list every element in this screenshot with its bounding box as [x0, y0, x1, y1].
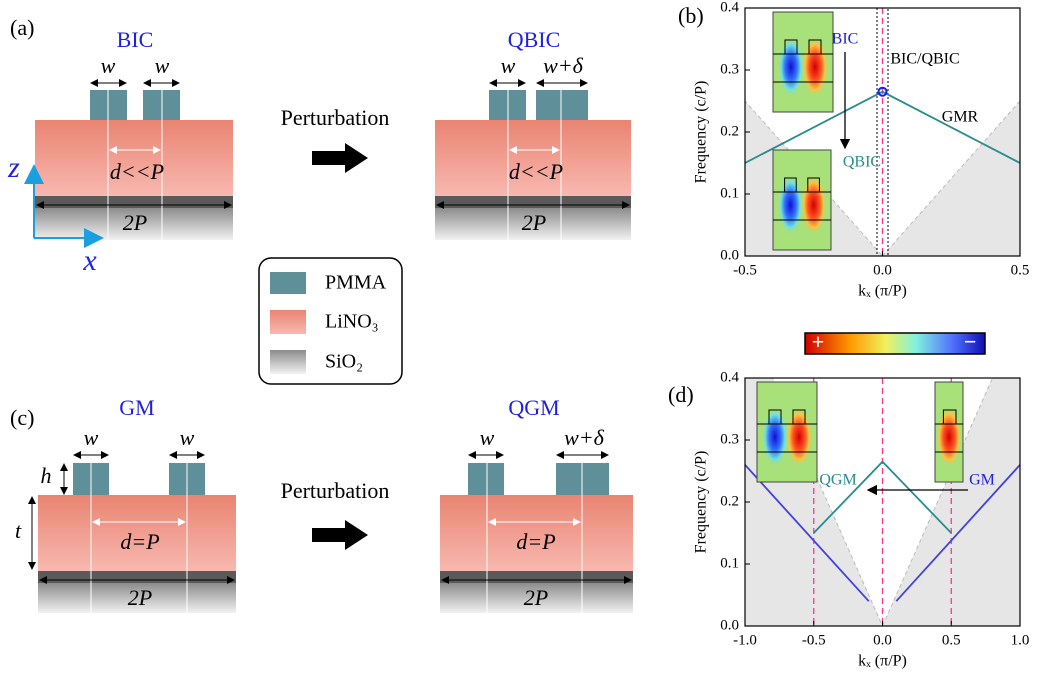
field-lobe — [778, 175, 804, 235]
y-axis-label: Frequency (c/P) — [693, 81, 710, 184]
colorbar: + − — [805, 329, 985, 354]
width-label: w — [501, 53, 516, 78]
y-tick-label: 0.0 — [720, 617, 739, 633]
panel-label: (b) — [678, 3, 704, 28]
axis-label: x — [82, 244, 97, 277]
width-label: w+δ — [543, 53, 584, 78]
legend-label: SiO₂ — [325, 351, 363, 373]
process-label: Perturbation — [281, 478, 390, 503]
y-tick-label: 0.0 — [720, 247, 739, 263]
annotation: BIC — [832, 31, 859, 48]
width-label: w — [155, 53, 170, 78]
process-label: Perturbation — [281, 105, 390, 130]
legend-swatch — [270, 350, 306, 374]
annotation: QBIC — [843, 154, 881, 171]
x-tick-label: 0.5 — [1011, 262, 1030, 278]
legend-swatch — [270, 310, 306, 334]
y-axis-label: Frequency (c/P) — [693, 451, 710, 554]
structure-title: GM — [119, 395, 154, 420]
figure: (a) BIC w w d<<P 2P z x Perturbation QBI… — [0, 0, 1038, 688]
pmma-block — [468, 463, 504, 495]
distance-label: d=P — [120, 529, 159, 554]
axis-label: z — [7, 151, 20, 184]
annotation: QGM — [819, 472, 856, 489]
structure-title: QGM — [508, 395, 559, 420]
field-lobe — [778, 37, 804, 97]
field-lobe — [802, 37, 828, 97]
period-label: 2P — [522, 210, 546, 235]
panel-c: (c) GM w w h t d=P 2P Perturbation QGM w… — [10, 395, 633, 613]
x-tick-label: -0.5 — [802, 632, 826, 648]
structure-title: BIC — [117, 27, 154, 52]
width-label: w — [101, 53, 116, 78]
distance-label: d<<P — [110, 159, 164, 184]
interface — [440, 571, 633, 583]
height-label: h — [41, 463, 52, 488]
process-arrow — [312, 520, 368, 550]
annotation: BIC/QBIC — [890, 51, 959, 68]
y-tick-label: 0.3 — [720, 431, 739, 447]
x-tick-label: 1.0 — [1011, 632, 1030, 648]
structure-title: QBIC — [508, 27, 561, 52]
y-tick-label: 0.4 — [720, 0, 739, 15]
width-label: w — [180, 425, 195, 450]
x-tick-label: 0.0 — [873, 262, 892, 278]
legend-label: PMMA — [325, 272, 387, 294]
colorbar-label: + — [812, 329, 825, 354]
width-label: w — [480, 425, 495, 450]
width-label: w+δ — [564, 425, 605, 450]
colorbar-gradient — [805, 333, 985, 354]
panel-a: (a) BIC w w d<<P 2P z x Perturbation QBI… — [7, 15, 631, 277]
pmma-block — [536, 90, 588, 120]
legend: PMMA LiNO₃ SiO₂ — [259, 258, 402, 384]
annotation: GMR — [942, 109, 979, 126]
interface — [35, 196, 233, 208]
linbo3-layer — [435, 120, 631, 196]
linbo3-layer — [35, 120, 233, 196]
annotation: GM — [969, 472, 995, 489]
x-axis-label: kₓ (π/P) — [858, 653, 907, 670]
thickness-label: t — [15, 518, 22, 543]
distance-label: d<<P — [509, 159, 563, 184]
chart: (d) QGM GM -1.0 -0.5 0.0 0.5 1.0 0.0 0.1 0.2 0.3 0.4… — [668, 369, 1029, 669]
panel-label: (d) — [668, 382, 694, 407]
field-lobe — [801, 175, 827, 235]
period-label: 2P — [123, 210, 147, 235]
panel-label: (a) — [10, 15, 34, 40]
x-tick-label: 0.5 — [942, 632, 961, 648]
y-tick-label: 0.2 — [720, 123, 739, 139]
field-lobe — [762, 407, 788, 467]
width-label: w — [84, 425, 99, 450]
y-tick-label: 0.1 — [720, 555, 739, 571]
legend-label: LiNO₃ — [325, 311, 379, 333]
x-tick-label: -1.0 — [733, 632, 757, 648]
field-lobe — [786, 407, 812, 467]
y-tick-label: 0.1 — [720, 185, 739, 201]
interface — [435, 196, 631, 208]
legend-swatch — [270, 272, 306, 294]
x-axis-label: kₓ (π/P) — [858, 283, 907, 300]
y-tick-label: 0.2 — [720, 493, 739, 509]
period-label: 2P — [524, 585, 548, 610]
interface — [38, 571, 236, 583]
period-label: 2P — [128, 585, 152, 610]
colorbar-label: − — [964, 329, 977, 354]
process-arrow — [312, 143, 368, 173]
field-lobe — [936, 407, 961, 467]
y-tick-label: 0.4 — [720, 369, 739, 385]
panel-label: (c) — [10, 405, 34, 430]
y-tick-label: 0.3 — [720, 61, 739, 77]
x-tick-label: -0.5 — [733, 262, 757, 278]
x-tick-label: 0.0 — [873, 632, 892, 648]
distance-label: d=P — [516, 529, 555, 554]
